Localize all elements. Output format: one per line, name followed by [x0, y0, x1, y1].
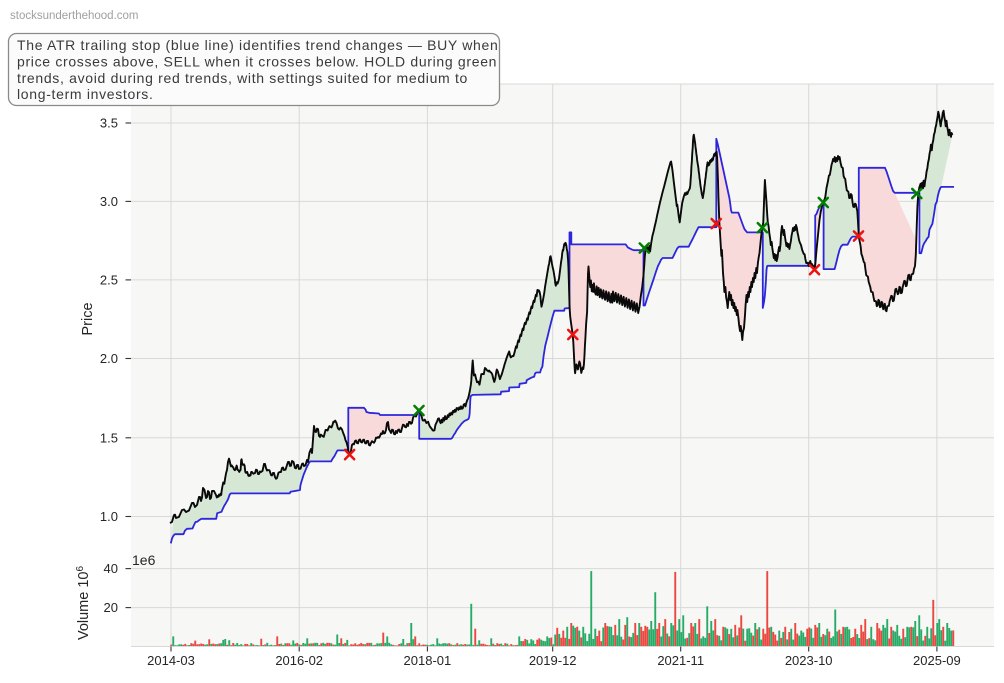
svg-text:1.5: 1.5 [100, 430, 118, 445]
svg-text:long-term investors.: long-term investors. [17, 86, 154, 102]
svg-text:3.5: 3.5 [100, 116, 118, 131]
svg-text:2014-03: 2014-03 [147, 653, 195, 668]
svg-text:2016-02: 2016-02 [275, 653, 323, 668]
svg-text:Price: Price [80, 302, 96, 335]
svg-text:20: 20 [104, 600, 118, 615]
svg-text:trends, avoid during red trend: trends, avoid during red trends, with se… [17, 70, 468, 86]
svg-text:The ATR trailing stop (blue li: The ATR trailing stop (blue line) identi… [17, 37, 498, 53]
svg-text:3.0: 3.0 [100, 194, 118, 209]
svg-text:price crosses above, SELL when: price crosses above, SELL when it crosse… [17, 53, 497, 69]
svg-text:1e6: 1e6 [132, 552, 156, 568]
svg-text:2021-11: 2021-11 [657, 653, 704, 668]
svg-text:2.0: 2.0 [100, 351, 118, 366]
svg-text:1.0: 1.0 [100, 509, 118, 524]
svg-text:2018-01: 2018-01 [404, 653, 452, 668]
svg-text:40: 40 [104, 561, 118, 576]
svg-text:2025-09: 2025-09 [913, 653, 961, 668]
svg-text:stocksunderthehood.com: stocksunderthehood.com [10, 10, 139, 22]
svg-text:2019-12: 2019-12 [529, 653, 577, 668]
svg-text:Volume 106: Volume 106 [75, 566, 93, 641]
svg-text:2023-10: 2023-10 [785, 653, 833, 668]
svg-text:2.5: 2.5 [100, 272, 118, 287]
